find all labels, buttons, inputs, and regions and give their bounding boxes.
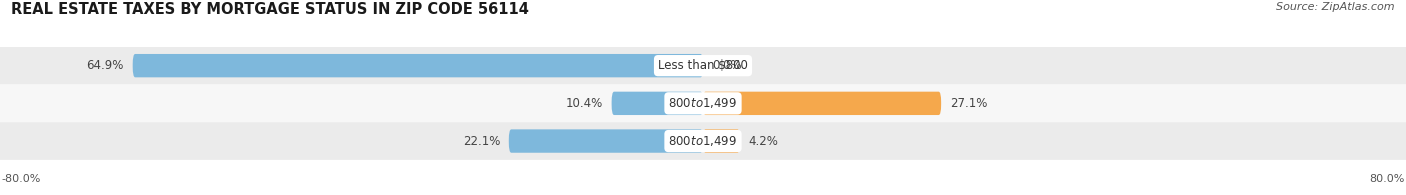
FancyBboxPatch shape — [132, 54, 703, 77]
FancyBboxPatch shape — [703, 129, 740, 153]
Text: 27.1%: 27.1% — [950, 97, 987, 110]
FancyBboxPatch shape — [612, 92, 703, 115]
Text: Source: ZipAtlas.com: Source: ZipAtlas.com — [1277, 2, 1395, 12]
Text: 80.0%: 80.0% — [1369, 174, 1405, 183]
Text: 10.4%: 10.4% — [565, 97, 603, 110]
Text: -80.0%: -80.0% — [1, 174, 41, 183]
FancyBboxPatch shape — [0, 84, 1406, 122]
FancyBboxPatch shape — [703, 92, 941, 115]
Text: REAL ESTATE TAXES BY MORTGAGE STATUS IN ZIP CODE 56114: REAL ESTATE TAXES BY MORTGAGE STATUS IN … — [11, 2, 529, 17]
Text: 22.1%: 22.1% — [463, 135, 501, 148]
FancyBboxPatch shape — [0, 122, 1406, 160]
Text: 64.9%: 64.9% — [87, 59, 124, 72]
FancyBboxPatch shape — [0, 47, 1406, 84]
Text: 4.2%: 4.2% — [749, 135, 779, 148]
Text: $800 to $1,499: $800 to $1,499 — [668, 96, 738, 110]
Text: $800 to $1,499: $800 to $1,499 — [668, 134, 738, 148]
Text: Less than $800: Less than $800 — [658, 59, 748, 72]
Text: 0.0%: 0.0% — [711, 59, 741, 72]
FancyBboxPatch shape — [509, 129, 703, 153]
